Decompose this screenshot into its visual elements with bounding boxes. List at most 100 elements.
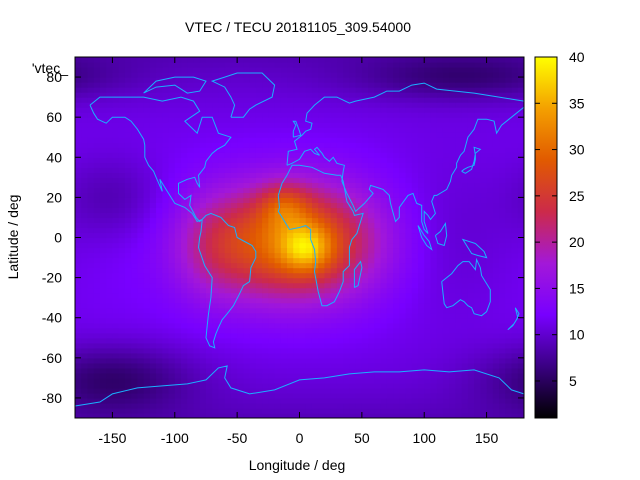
heatmap-cell (262, 412, 269, 418)
heatmap-cell (237, 377, 244, 384)
heatmap-cell (355, 227, 363, 234)
heatmap-cell (280, 282, 288, 289)
heatmap-cell (399, 342, 407, 349)
heatmap-cell (305, 167, 313, 173)
heatmap-cell (249, 222, 257, 229)
heatmap-cell (380, 397, 388, 404)
heatmap-cell (230, 197, 238, 203)
heatmap-cell (124, 187, 132, 193)
heatmap-cell (143, 122, 151, 128)
heatmap-cell (480, 277, 488, 284)
heatmap-cell (99, 382, 107, 389)
heatmap-cell (436, 412, 444, 418)
heatmap-cell (93, 77, 101, 83)
heatmap-cell (374, 127, 382, 133)
heatmap-cell (343, 237, 350, 244)
heatmap-cell (499, 137, 506, 143)
heatmap-cell (480, 187, 488, 193)
heatmap-cell (492, 172, 500, 178)
heatmap-cell (237, 152, 244, 158)
heatmap-cell (368, 387, 375, 394)
heatmap-cell (81, 392, 89, 399)
heatmap-cell (230, 287, 238, 294)
heatmap-cell (393, 362, 400, 369)
heatmap-cell (156, 172, 163, 178)
heatmap-cell (274, 292, 282, 299)
heatmap-cell (411, 137, 419, 143)
heatmap-cell (268, 197, 276, 203)
heatmap-cell (255, 402, 263, 409)
heatmap-cell (336, 262, 344, 269)
heatmap-cell (156, 327, 163, 334)
heatmap-cell (467, 397, 475, 404)
heatmap-cell (449, 322, 457, 329)
heatmap-cell (143, 397, 151, 404)
heatmap-cell (112, 312, 120, 319)
heatmap-cell (380, 92, 388, 98)
heatmap-cell (112, 372, 120, 379)
heatmap-cell (480, 412, 488, 418)
heatmap-cell (218, 337, 226, 344)
heatmap-cell (187, 307, 195, 314)
heatmap-cell (405, 342, 413, 349)
heatmap-cell (205, 197, 213, 203)
heatmap-cell (467, 362, 475, 369)
heatmap-cell (187, 282, 195, 289)
heatmap-cell (374, 207, 382, 214)
heatmap-cell (355, 167, 363, 173)
heatmap-cell (380, 172, 388, 178)
heatmap-cell (193, 112, 201, 118)
heatmap-cell (517, 162, 524, 168)
heatmap-cell (230, 292, 238, 299)
heatmap-cell (255, 77, 263, 83)
heatmap-cell (349, 117, 357, 123)
heatmap-cell (205, 122, 213, 128)
heatmap-cell (112, 222, 120, 229)
heatmap-cell (293, 107, 301, 113)
heatmap-cell (181, 187, 188, 193)
heatmap-cell (268, 232, 276, 239)
heatmap-cell (249, 112, 257, 118)
heatmap-cell (93, 167, 101, 173)
heatmap-cell (461, 382, 469, 389)
heatmap-cell (224, 307, 232, 314)
heatmap-cell (318, 382, 326, 389)
heatmap-cell (386, 77, 394, 83)
heatmap-cell (156, 192, 163, 198)
heatmap-cell (243, 222, 251, 229)
heatmap-cell (430, 127, 438, 133)
heatmap-cell (131, 212, 138, 219)
heatmap-cell (87, 232, 95, 239)
heatmap-cell (224, 182, 232, 188)
heatmap-cell (124, 362, 132, 369)
heatmap-cell (149, 117, 157, 123)
heatmap-cell (137, 202, 145, 209)
heatmap-cell (411, 372, 419, 379)
heatmap-cell (218, 407, 226, 414)
heatmap-cell (299, 307, 307, 314)
heatmap-cell (511, 327, 519, 334)
heatmap-cell (156, 337, 163, 344)
heatmap-cell (106, 137, 114, 143)
heatmap-cell (324, 72, 332, 78)
heatmap-cell (168, 242, 176, 249)
heatmap-cell (330, 407, 338, 414)
heatmap-cell (249, 197, 257, 203)
heatmap-cell (299, 77, 307, 83)
heatmap-cell (511, 137, 519, 143)
heatmap-cell (112, 357, 120, 364)
heatmap-cell (199, 197, 207, 203)
heatmap-cell (380, 227, 388, 234)
heatmap-cell (368, 107, 375, 113)
heatmap-cell (106, 402, 114, 409)
heatmap-cell (137, 102, 145, 108)
heatmap-cell (480, 312, 488, 319)
heatmap-cell (324, 222, 332, 229)
heatmap-cell (168, 252, 176, 259)
heatmap-cell (486, 112, 494, 118)
heatmap-cell (118, 162, 126, 168)
heatmap-cell (517, 202, 524, 209)
heatmap-cell (374, 227, 382, 234)
heatmap-cell (156, 87, 163, 93)
heatmap-cell (449, 152, 457, 158)
